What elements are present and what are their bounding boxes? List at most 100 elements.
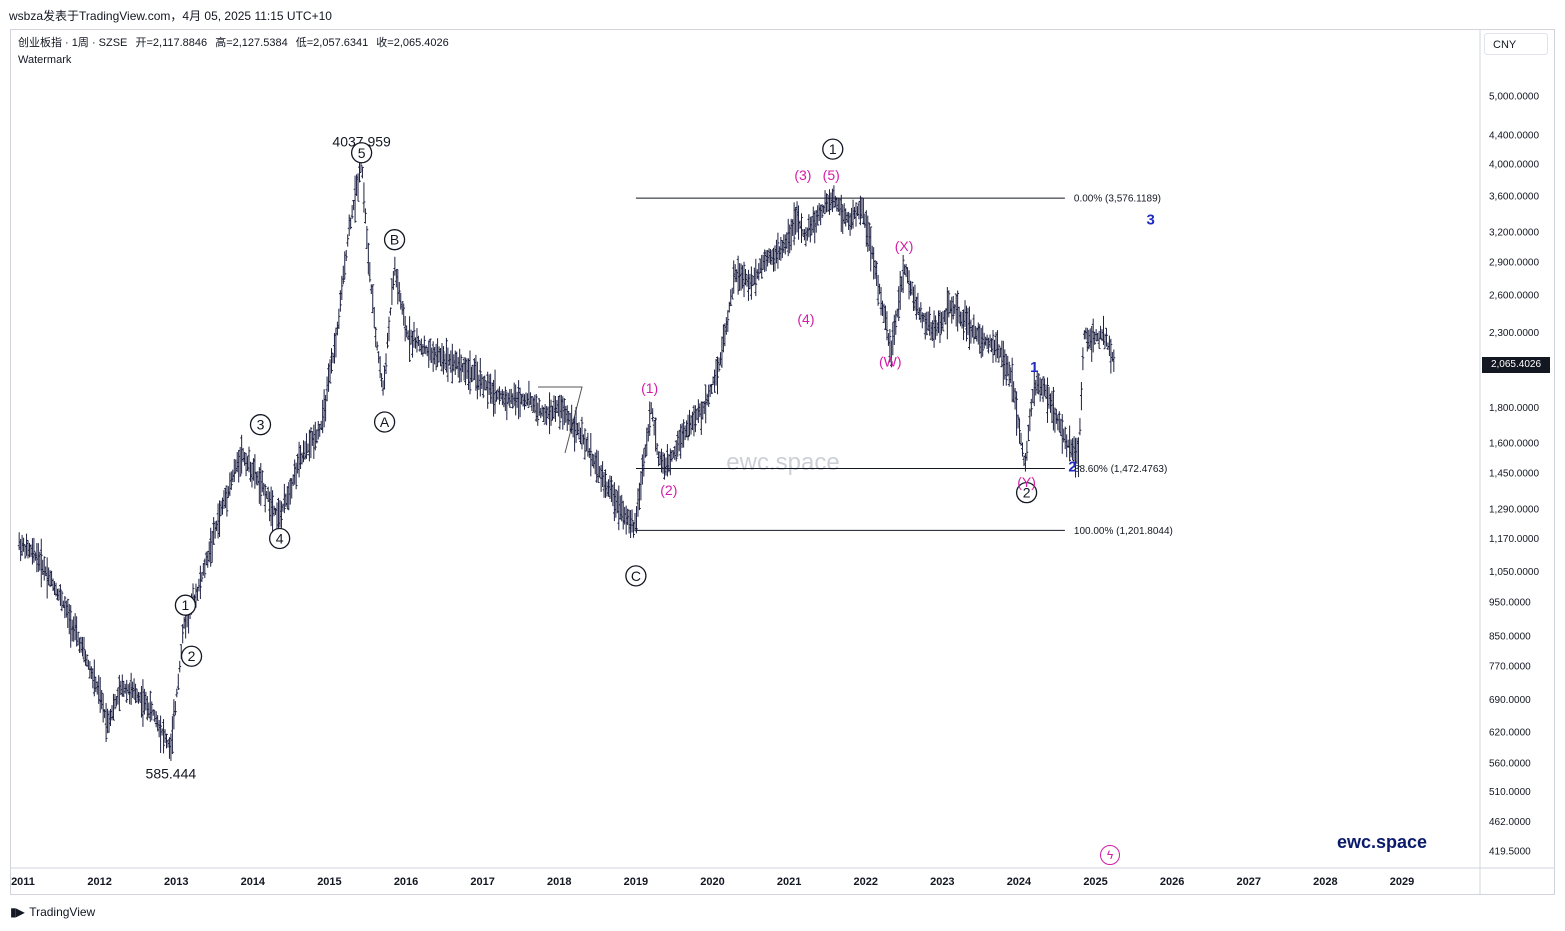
price-bar xyxy=(997,344,1001,363)
price-bar xyxy=(343,251,347,280)
wave-label: (X) xyxy=(895,238,914,254)
price-bar xyxy=(200,572,204,583)
price-bar xyxy=(642,448,646,477)
price-bar xyxy=(558,394,562,430)
price-axis[interactable]: 5,000.0000 4,400.0000 4,000.0000 3,600.0000… xyxy=(1489,92,1539,858)
price-bar xyxy=(498,386,501,405)
price-bar xyxy=(894,310,898,335)
fib-level-label: 100.00% (1,201.8044) xyxy=(1074,526,1173,537)
price-bar xyxy=(726,310,730,332)
price-bar xyxy=(962,309,965,341)
price-bar xyxy=(1105,327,1108,347)
legend-low: 低=2,057.6341 xyxy=(295,37,369,49)
wave-label-text: 1 xyxy=(182,597,190,613)
price-bar xyxy=(610,476,613,503)
price-bar xyxy=(85,654,89,667)
price-bar xyxy=(1026,424,1030,442)
price-bar xyxy=(536,402,540,426)
wave-label-text: 3 xyxy=(257,417,265,433)
price-bar xyxy=(175,688,179,698)
price-bar xyxy=(442,346,445,375)
price-bar xyxy=(60,590,64,612)
wave-label-circled: 1 xyxy=(822,138,844,160)
center-watermark-text: ewc.space xyxy=(726,449,839,476)
price-bar xyxy=(32,537,36,563)
price-bar xyxy=(113,694,117,710)
year-tick-label: 2029 xyxy=(1390,876,1414,888)
price-bar xyxy=(654,417,658,452)
wave-label-text: 2 xyxy=(1068,458,1076,475)
price-bar xyxy=(391,270,395,290)
price-bar xyxy=(356,173,360,202)
price-bar xyxy=(1015,391,1018,436)
price-bar xyxy=(655,442,659,456)
year-tick-label: 2028 xyxy=(1313,876,1337,888)
price-bar xyxy=(422,335,426,354)
price-bar xyxy=(889,340,893,368)
wave-label-circle xyxy=(350,142,373,164)
legend-watermark-label[interactable]: Watermark xyxy=(18,54,72,66)
price-bar xyxy=(387,316,391,342)
tradingview-logo[interactable]: ▮▶ TradingView xyxy=(10,905,95,919)
price-bar xyxy=(1021,442,1024,457)
price-bar xyxy=(328,359,332,384)
chart-frame[interactable] xyxy=(10,29,1555,895)
bolt-icon[interactable]: ϟ xyxy=(1100,845,1120,865)
currency-selector[interactable]: CNY xyxy=(1484,33,1548,55)
price-bar xyxy=(941,311,945,332)
price-bar xyxy=(363,208,367,224)
brand-watermark: ewc.space xyxy=(1337,832,1428,852)
price-bar xyxy=(800,213,803,243)
price-tick-label: 510.0000 xyxy=(1489,787,1531,798)
wave-label-text: 3 xyxy=(1147,211,1155,228)
price-bar xyxy=(1078,418,1082,436)
year-tick-label: 2020 xyxy=(700,876,724,888)
price-bar xyxy=(760,254,764,279)
price-bar xyxy=(159,715,163,754)
tradingview-logo-icon: ▮▶ xyxy=(10,905,25,919)
wave-label-text: (Y) xyxy=(1017,474,1036,490)
tradingview-logo-text: TradingView xyxy=(29,905,96,919)
price-bar xyxy=(897,286,901,322)
year-tick-label: 2016 xyxy=(394,876,418,888)
wave-label-circle xyxy=(1015,482,1038,504)
wave-label-circled: B xyxy=(383,229,406,251)
price-bar xyxy=(859,195,862,226)
price-bar xyxy=(69,604,73,648)
price-bar xyxy=(876,274,880,306)
price-tick-label: 620.0000 xyxy=(1489,727,1531,738)
price-bar xyxy=(384,353,388,375)
price-bar xyxy=(361,166,364,179)
legend-high: 高=2,127.5384 xyxy=(215,37,288,49)
price-bar xyxy=(408,316,411,362)
time-axis[interactable]: 2011 2012 2013 2014 2015 2016 2017 2018 2019 2020… xyxy=(11,876,1414,888)
price-bar xyxy=(596,450,600,484)
price-bar xyxy=(371,284,375,314)
price-bar xyxy=(400,301,404,315)
price-bar xyxy=(280,501,283,531)
price-tick-label: 4,400.0000 xyxy=(1489,130,1539,141)
year-tick-label: 2015 xyxy=(317,876,341,888)
price-bar xyxy=(428,338,432,361)
price-bar xyxy=(981,325,985,357)
price-bar xyxy=(919,302,923,323)
price-bar xyxy=(670,450,674,462)
price-bar xyxy=(59,584,62,606)
price-bars[interactable] xyxy=(17,160,1116,761)
fibonacci-retracement[interactable]: 0.00% (3,576.1189) 88.60% (1,472.4763) 100… xyxy=(635,194,1173,537)
price-bar xyxy=(337,308,341,330)
price-bar xyxy=(991,329,995,364)
price-bar xyxy=(710,383,714,395)
legend-symbol[interactable]: 创业板指 · 1周 · SZSE xyxy=(18,37,128,49)
price-bar xyxy=(589,432,593,477)
price-bar xyxy=(176,673,180,690)
price-bar xyxy=(39,538,43,588)
year-tick-label: 2026 xyxy=(1160,876,1184,888)
price-bar xyxy=(117,674,121,712)
wave-label: 3 xyxy=(1147,211,1155,228)
wave-label-circle xyxy=(625,565,647,587)
price-bar xyxy=(1097,331,1101,349)
price-bar xyxy=(682,419,686,448)
wave-label-text: C xyxy=(631,568,641,584)
